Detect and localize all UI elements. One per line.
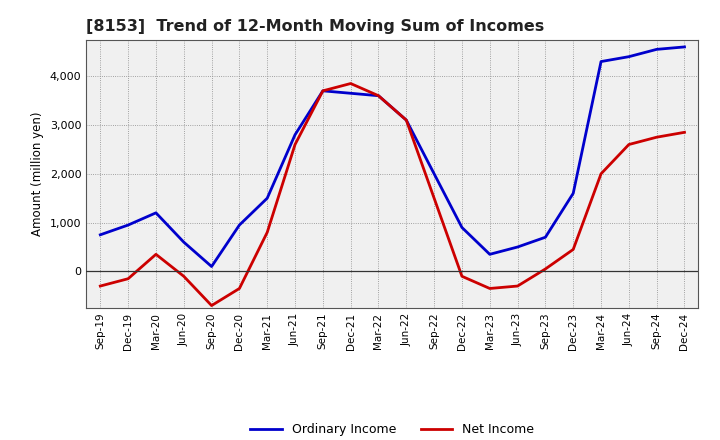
Net Income — [263, 230, 271, 235]
Net Income — [513, 283, 522, 289]
Net Income — [569, 247, 577, 252]
Net Income — [235, 286, 243, 291]
Net Income — [680, 130, 689, 135]
Ordinary Income — [624, 54, 633, 59]
Ordinary Income — [179, 239, 188, 245]
Ordinary Income — [680, 44, 689, 50]
Legend: Ordinary Income, Net Income: Ordinary Income, Net Income — [246, 418, 539, 440]
Ordinary Income — [458, 225, 467, 230]
Ordinary Income — [207, 264, 216, 269]
Y-axis label: Amount (million yen): Amount (million yen) — [32, 112, 45, 236]
Net Income — [374, 93, 383, 99]
Net Income — [624, 142, 633, 147]
Ordinary Income — [513, 244, 522, 249]
Net Income — [207, 303, 216, 308]
Net Income — [485, 286, 494, 291]
Net Income — [179, 274, 188, 279]
Ordinary Income — [291, 132, 300, 137]
Ordinary Income — [96, 232, 104, 238]
Net Income — [291, 142, 300, 147]
Net Income — [402, 117, 410, 123]
Net Income — [96, 283, 104, 289]
Net Income — [458, 274, 467, 279]
Ordinary Income — [124, 222, 132, 227]
Line: Ordinary Income: Ordinary Income — [100, 47, 685, 267]
Ordinary Income — [402, 117, 410, 123]
Ordinary Income — [652, 47, 661, 52]
Ordinary Income — [374, 93, 383, 99]
Ordinary Income — [263, 195, 271, 201]
Net Income — [124, 276, 132, 281]
Ordinary Income — [318, 88, 327, 93]
Net Income — [541, 266, 550, 271]
Ordinary Income — [152, 210, 161, 216]
Net Income — [346, 81, 355, 86]
Net Income — [152, 252, 161, 257]
Ordinary Income — [346, 91, 355, 96]
Line: Net Income: Net Income — [100, 84, 685, 305]
Ordinary Income — [597, 59, 606, 64]
Net Income — [318, 88, 327, 93]
Ordinary Income — [541, 235, 550, 240]
Net Income — [430, 195, 438, 201]
Ordinary Income — [485, 252, 494, 257]
Ordinary Income — [430, 171, 438, 176]
Text: [8153]  Trend of 12-Month Moving Sum of Incomes: [8153] Trend of 12-Month Moving Sum of I… — [86, 19, 544, 34]
Net Income — [652, 135, 661, 140]
Ordinary Income — [235, 222, 243, 227]
Ordinary Income — [569, 191, 577, 196]
Net Income — [597, 171, 606, 176]
